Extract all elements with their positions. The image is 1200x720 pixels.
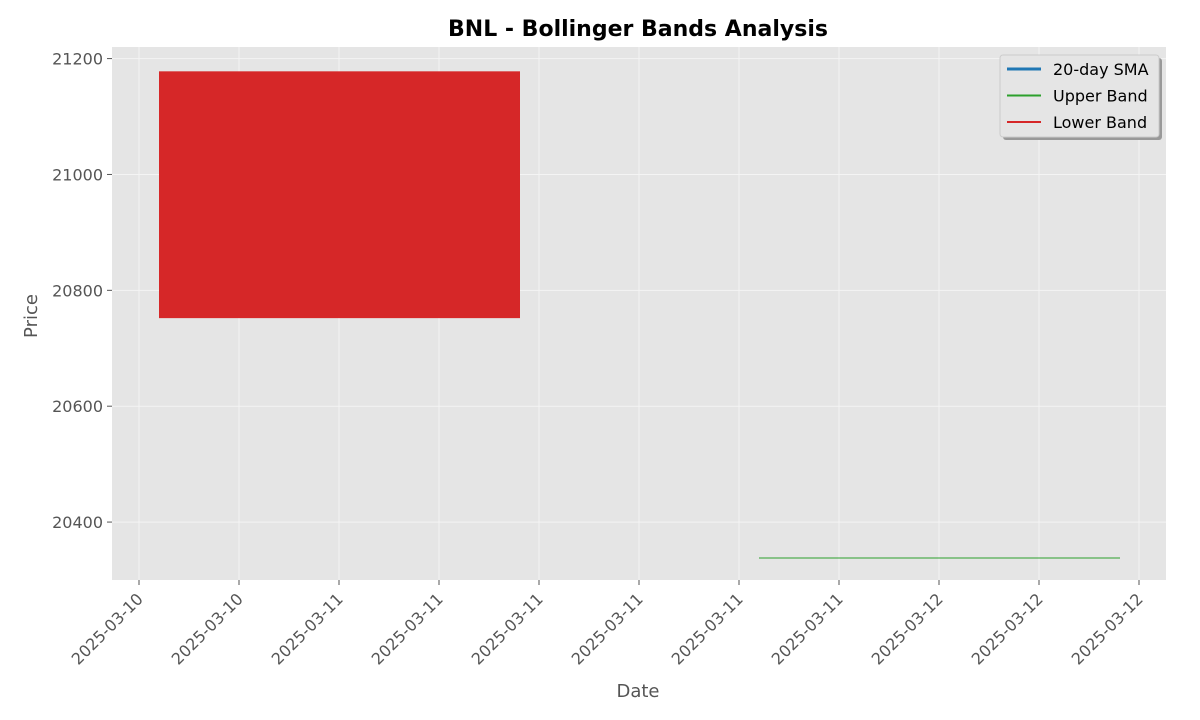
y-axis-label: Price [21, 294, 42, 338]
data-layer [159, 71, 1120, 559]
y-tick-label: 20400 [52, 513, 103, 532]
y-axis: 20400 20600 20800 21000 21200 [52, 50, 112, 532]
x-tick-label: 2025-03-12 [968, 589, 1047, 668]
legend: 20-day SMA Upper Band Lower Band [999, 54, 1162, 140]
x-tick-label: 2025-03-11 [368, 589, 447, 668]
x-tick-label: 2025-03-11 [268, 589, 347, 668]
chart-title: BNL - Bollinger Bands Analysis [448, 17, 828, 42]
x-tick-label: 2025-03-11 [668, 589, 747, 668]
x-tick-label: 2025-03-10 [168, 589, 247, 668]
x-tick-label: 2025-03-11 [468, 589, 547, 668]
y-tick-label: 21200 [52, 50, 103, 69]
x-axis: 2025-03-10 2025-03-10 2025-03-11 2025-03-11… [68, 580, 1147, 669]
x-tick-label: 2025-03-11 [768, 589, 847, 668]
x-tick-label: 2025-03-10 [68, 589, 147, 668]
x-axis-label: Date [616, 681, 659, 702]
legend-label: 20-day SMA [1053, 60, 1149, 79]
x-tick-label: 2025-03-12 [868, 589, 947, 668]
y-tick-label: 20800 [52, 281, 103, 300]
x-tick-label: 2025-03-11 [568, 589, 647, 668]
legend-label: Lower Band [1053, 113, 1147, 132]
y-tick-label: 21000 [52, 165, 103, 184]
band-fill [159, 71, 520, 319]
x-tick-label: 2025-03-12 [1068, 589, 1147, 668]
y-tick-label: 20600 [52, 397, 103, 416]
legend-box [999, 54, 1160, 138]
legend-label: Upper Band [1053, 87, 1148, 106]
